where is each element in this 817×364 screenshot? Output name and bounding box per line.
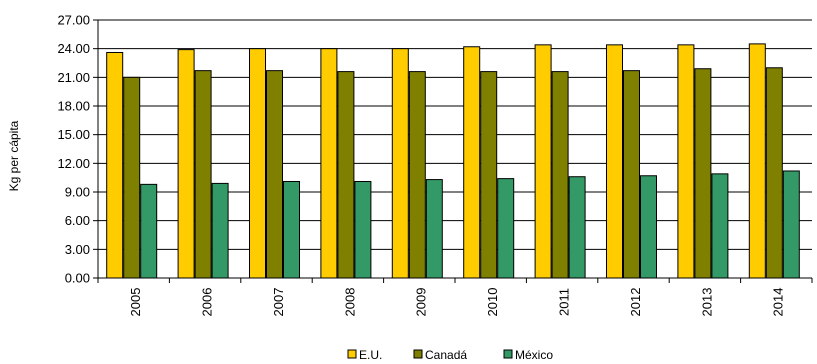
legend-swatch bbox=[503, 349, 513, 359]
bar-eu-2007 bbox=[249, 48, 266, 279]
legend: E.U. Canadá México bbox=[347, 348, 553, 362]
x-tick-label: 2013 bbox=[699, 288, 714, 317]
legend-label: México bbox=[515, 348, 553, 362]
bar-eu-2012 bbox=[606, 44, 623, 279]
bar-mxico-2006 bbox=[211, 182, 229, 279]
bar-mxico-2009 bbox=[425, 179, 443, 279]
bar-canad-2013 bbox=[694, 68, 712, 279]
bar-canad-2010 bbox=[480, 71, 498, 279]
y-tick-label: 18.00 bbox=[57, 99, 90, 114]
y-tick-label: 6.00 bbox=[65, 213, 90, 228]
bar-mxico-2014 bbox=[782, 170, 800, 279]
y-tick-label: 15.00 bbox=[57, 127, 90, 142]
bar-canad-2012 bbox=[623, 70, 640, 279]
y-tick-label: 12.00 bbox=[57, 156, 90, 171]
y-tick-label: 9.00 bbox=[65, 185, 90, 200]
bar-canad-2005 bbox=[123, 76, 141, 279]
y-tick-label: 21.00 bbox=[57, 70, 90, 85]
bar-canad-2009 bbox=[408, 71, 426, 279]
bar-canad-2011 bbox=[551, 71, 569, 279]
bar-eu-2010 bbox=[463, 46, 481, 279]
bar-eu-2005 bbox=[106, 51, 124, 279]
x-tick-label: 2008 bbox=[342, 288, 357, 317]
bar-mxico-2008 bbox=[354, 180, 372, 279]
legend-label: Canadá bbox=[425, 348, 467, 362]
legend-swatch bbox=[347, 349, 357, 359]
bar-mxico-2012 bbox=[640, 175, 657, 279]
x-tick-label: 2014 bbox=[771, 288, 786, 317]
bar-canad-2008 bbox=[337, 71, 355, 279]
y-axis-label: Kg per cápita bbox=[7, 120, 21, 191]
x-tick-label: 2010 bbox=[485, 288, 500, 317]
axes bbox=[93, 19, 813, 283]
x-tick-label: 2005 bbox=[128, 288, 143, 317]
bar-mxico-2010 bbox=[497, 178, 515, 279]
bar-mxico-2005 bbox=[140, 183, 158, 279]
bar-mxico-2007 bbox=[283, 180, 300, 279]
bar-eu-2008 bbox=[320, 48, 338, 279]
bar-canad-2006 bbox=[194, 70, 212, 279]
x-tick-label: 2011 bbox=[557, 288, 572, 316]
x-tick-label: 2009 bbox=[414, 288, 429, 317]
y-tick-label: 24.00 bbox=[57, 41, 90, 56]
x-tick-label: 2007 bbox=[271, 288, 286, 317]
x-tick-label: 2006 bbox=[200, 288, 215, 317]
x-tick-labels: 2005 2006 2007 2008 2009 2010 2011 2012 2013 2014 bbox=[128, 288, 786, 317]
legend-label: E.U. bbox=[359, 348, 382, 362]
bar-eu-2009 bbox=[391, 48, 409, 279]
bar-eu-2014 bbox=[748, 43, 766, 279]
y-tick-label: 0.00 bbox=[65, 271, 90, 286]
y-tick-label: 27.00 bbox=[57, 13, 90, 28]
bar-canad-2007 bbox=[266, 70, 283, 279]
bar-mxico-2013 bbox=[711, 173, 729, 279]
bar-eu-2013 bbox=[677, 44, 695, 279]
legend-swatch bbox=[413, 349, 423, 359]
bar-eu-2006 bbox=[177, 49, 195, 279]
bar-canad-2014 bbox=[765, 67, 783, 279]
y-tick-label: 3.00 bbox=[65, 242, 90, 257]
x-tick-label: 2012 bbox=[628, 288, 643, 317]
bar-mxico-2011 bbox=[568, 176, 586, 279]
bars bbox=[106, 43, 800, 279]
y-tick-labels: 0.00 3.00 6.00 9.00 12.00 15.00 18.00 21.00 24.0… bbox=[57, 13, 90, 286]
bar-eu-2011 bbox=[534, 44, 552, 279]
